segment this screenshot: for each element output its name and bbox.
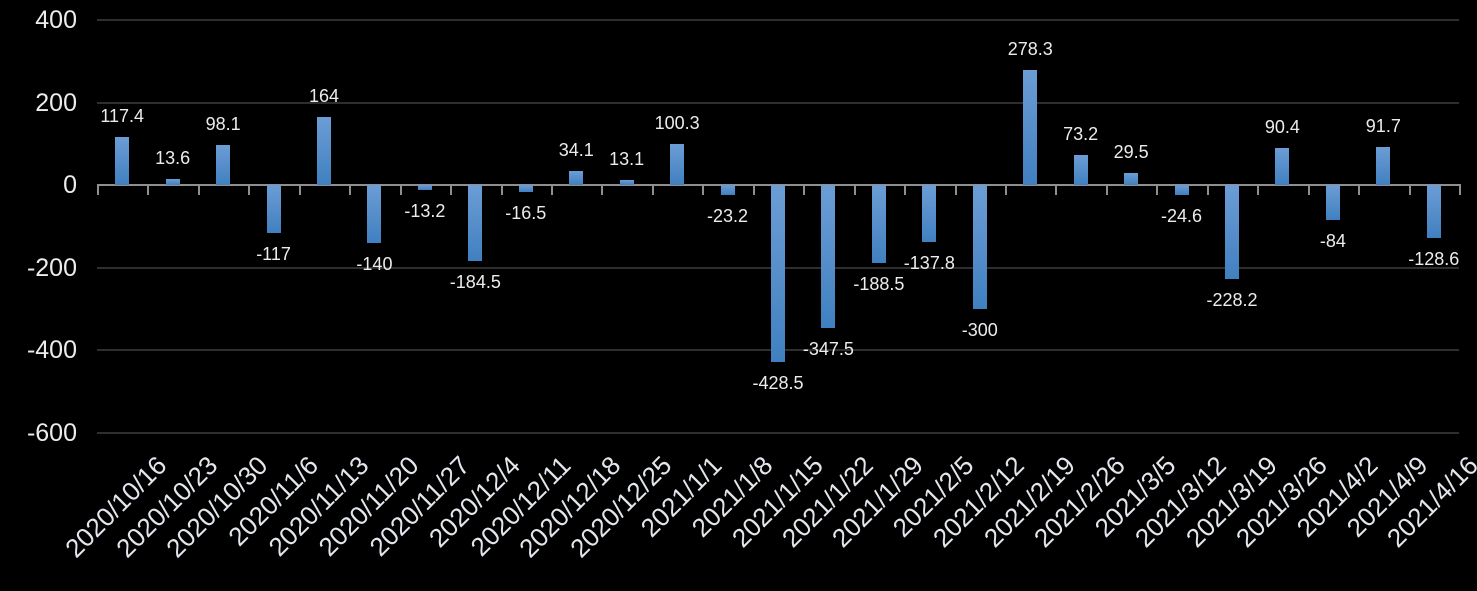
grid-line bbox=[97, 19, 1459, 21]
axis-tick bbox=[1055, 186, 1058, 195]
data-label: -188.5 bbox=[853, 273, 905, 294]
data-label: 29.5 bbox=[1113, 141, 1149, 162]
data-label: -16.5 bbox=[505, 202, 547, 223]
bar[interactable] bbox=[1124, 172, 1139, 185]
bar[interactable] bbox=[1174, 185, 1189, 196]
axis-tick bbox=[1358, 186, 1361, 195]
axis-tick bbox=[853, 186, 856, 195]
bar[interactable] bbox=[619, 179, 634, 185]
bar[interactable] bbox=[871, 185, 886, 263]
bar[interactable] bbox=[569, 170, 584, 185]
data-label: -184.5 bbox=[449, 272, 501, 293]
y-tick-label: -400 bbox=[26, 336, 77, 364]
data-label: -13.2 bbox=[404, 201, 446, 222]
axis-tick bbox=[1206, 186, 1209, 195]
bar[interactable] bbox=[317, 117, 331, 185]
bar[interactable] bbox=[1376, 147, 1391, 185]
grid-line bbox=[97, 101, 1459, 104]
bar[interactable] bbox=[720, 185, 735, 195]
axis-tick bbox=[147, 186, 150, 195]
data-label: -23.2 bbox=[707, 205, 749, 226]
bar[interactable] bbox=[518, 185, 533, 192]
axis-tick bbox=[248, 186, 251, 195]
bar[interactable] bbox=[1073, 154, 1088, 185]
y-tick-label: -200 bbox=[26, 253, 77, 282]
axis-tick bbox=[450, 186, 453, 195]
axis-tick bbox=[954, 186, 957, 195]
axis-tick bbox=[500, 186, 503, 195]
bar[interactable] bbox=[115, 136, 130, 185]
data-label: -137.8 bbox=[903, 252, 955, 273]
y-tick-label: 200 bbox=[35, 88, 77, 117]
bar[interactable] bbox=[468, 185, 483, 262]
axis-tick bbox=[601, 186, 604, 195]
data-label: -24.6 bbox=[1161, 206, 1203, 227]
data-label: 278.3 bbox=[1007, 39, 1053, 60]
axis-tick bbox=[1408, 186, 1411, 195]
bar[interactable] bbox=[165, 179, 180, 185]
data-label: 91.7 bbox=[1365, 116, 1401, 137]
data-label: 164 bbox=[308, 86, 340, 107]
axis-tick bbox=[904, 186, 907, 195]
bar[interactable] bbox=[972, 185, 987, 309]
bar[interactable] bbox=[922, 185, 937, 242]
data-label: -300 bbox=[961, 319, 998, 340]
data-label: 90.4 bbox=[1264, 116, 1300, 137]
axis-tick bbox=[298, 186, 301, 195]
y-tick-label: 0 bbox=[63, 171, 77, 199]
data-label: 13.6 bbox=[155, 148, 191, 169]
data-label: -140 bbox=[356, 253, 393, 274]
axis-tick bbox=[551, 186, 553, 195]
bar[interactable] bbox=[1023, 70, 1038, 185]
data-label: -128.6 bbox=[1408, 249, 1460, 270]
data-label: -84 bbox=[1319, 230, 1346, 251]
data-label: 34.1 bbox=[558, 139, 594, 160]
axis-tick bbox=[651, 186, 654, 195]
bar[interactable] bbox=[1225, 185, 1239, 280]
bar[interactable] bbox=[216, 144, 231, 185]
bar[interactable] bbox=[1325, 185, 1340, 220]
axis-tick bbox=[1005, 186, 1007, 195]
data-label: 73.2 bbox=[1063, 123, 1099, 144]
data-label: 98.1 bbox=[205, 113, 241, 134]
axis-tick bbox=[752, 186, 755, 195]
axis-tick bbox=[1156, 186, 1159, 195]
bar[interactable] bbox=[1426, 185, 1441, 239]
axis-tick bbox=[1459, 186, 1461, 195]
bar[interactable] bbox=[1275, 147, 1290, 185]
data-label: -347.5 bbox=[802, 339, 854, 360]
data-label: 117.4 bbox=[100, 105, 145, 126]
axis-tick bbox=[1105, 186, 1108, 195]
axis-tick bbox=[702, 186, 705, 195]
axis-tick bbox=[1307, 186, 1310, 195]
bar[interactable] bbox=[266, 185, 281, 234]
y-tick-label: 400 bbox=[35, 6, 77, 34]
axis-tick bbox=[803, 186, 806, 195]
bar[interactable] bbox=[367, 185, 382, 243]
y-tick-label: -600 bbox=[26, 418, 77, 447]
bar[interactable] bbox=[670, 143, 685, 185]
data-label: -228.2 bbox=[1206, 290, 1258, 311]
data-label: 100.3 bbox=[654, 112, 700, 133]
axis-tick bbox=[197, 186, 200, 195]
grid-line bbox=[97, 431, 1459, 434]
bar[interactable] bbox=[417, 185, 432, 191]
axis-tick bbox=[399, 186, 402, 195]
axis-tick bbox=[97, 186, 99, 195]
bar[interactable] bbox=[821, 185, 836, 329]
axis-tick bbox=[349, 186, 352, 195]
data-label: -428.5 bbox=[752, 372, 804, 393]
bar[interactable] bbox=[771, 185, 785, 362]
data-label: -117 bbox=[256, 244, 291, 265]
axis-tick bbox=[1257, 186, 1260, 195]
data-label: 13.1 bbox=[609, 148, 645, 169]
